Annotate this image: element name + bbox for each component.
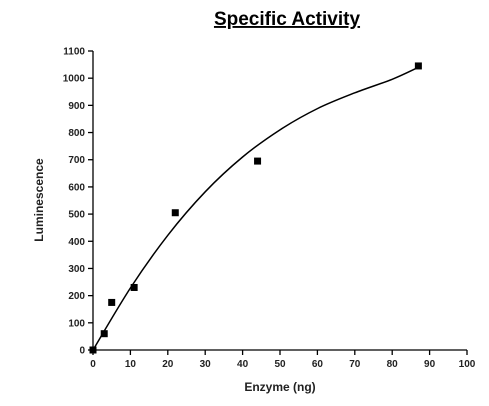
y-tick-label: 500 — [68, 210, 85, 221]
data-point — [100, 330, 108, 338]
x-tick-label: 60 — [312, 359, 324, 370]
x-tick-label: 30 — [200, 359, 212, 370]
data-point — [171, 209, 179, 217]
y-tick-label: 1100 — [63, 47, 85, 58]
y-tick-label: 300 — [68, 264, 85, 275]
y-tick-label: 400 — [68, 237, 85, 248]
y-tick-label: 0 — [79, 346, 85, 357]
y-tick-label: 100 — [68, 318, 85, 329]
y-tick-label: 800 — [68, 128, 85, 139]
fit-curve — [92, 66, 419, 351]
data-point — [254, 157, 262, 165]
x-tick-label: 50 — [274, 359, 286, 370]
points-layer — [89, 62, 422, 354]
x-tick-label: 0 — [90, 359, 96, 370]
y-tick-label: 700 — [68, 155, 85, 166]
x-tick-label: 20 — [162, 359, 174, 370]
data-point — [130, 283, 138, 291]
x-axis-title: Enzyme (ng) — [244, 380, 315, 394]
x-tick-label: 40 — [237, 359, 249, 370]
chart-title: Specific Activity — [214, 9, 361, 30]
data-point — [89, 346, 97, 354]
x-tick-label: 80 — [387, 359, 399, 370]
data-point — [108, 298, 116, 306]
y-tick-label: 900 — [68, 101, 85, 112]
y-tick-label: 200 — [68, 291, 85, 302]
y-tick-label: 1000 — [63, 74, 86, 85]
x-tick-label: 70 — [349, 359, 361, 370]
y-axis-title: Luminescence — [32, 158, 46, 242]
fit-curve-layer — [92, 66, 419, 351]
data-point — [414, 62, 422, 70]
x-tick-label: 90 — [424, 359, 436, 370]
x-tick-label: 10 — [125, 359, 137, 370]
x-tick-label: 100 — [459, 359, 476, 370]
y-tick-label: 600 — [68, 182, 85, 193]
axes: 0 10 20 30 40 50 60 70 80 90 100010020030040050060… — [63, 47, 476, 371]
